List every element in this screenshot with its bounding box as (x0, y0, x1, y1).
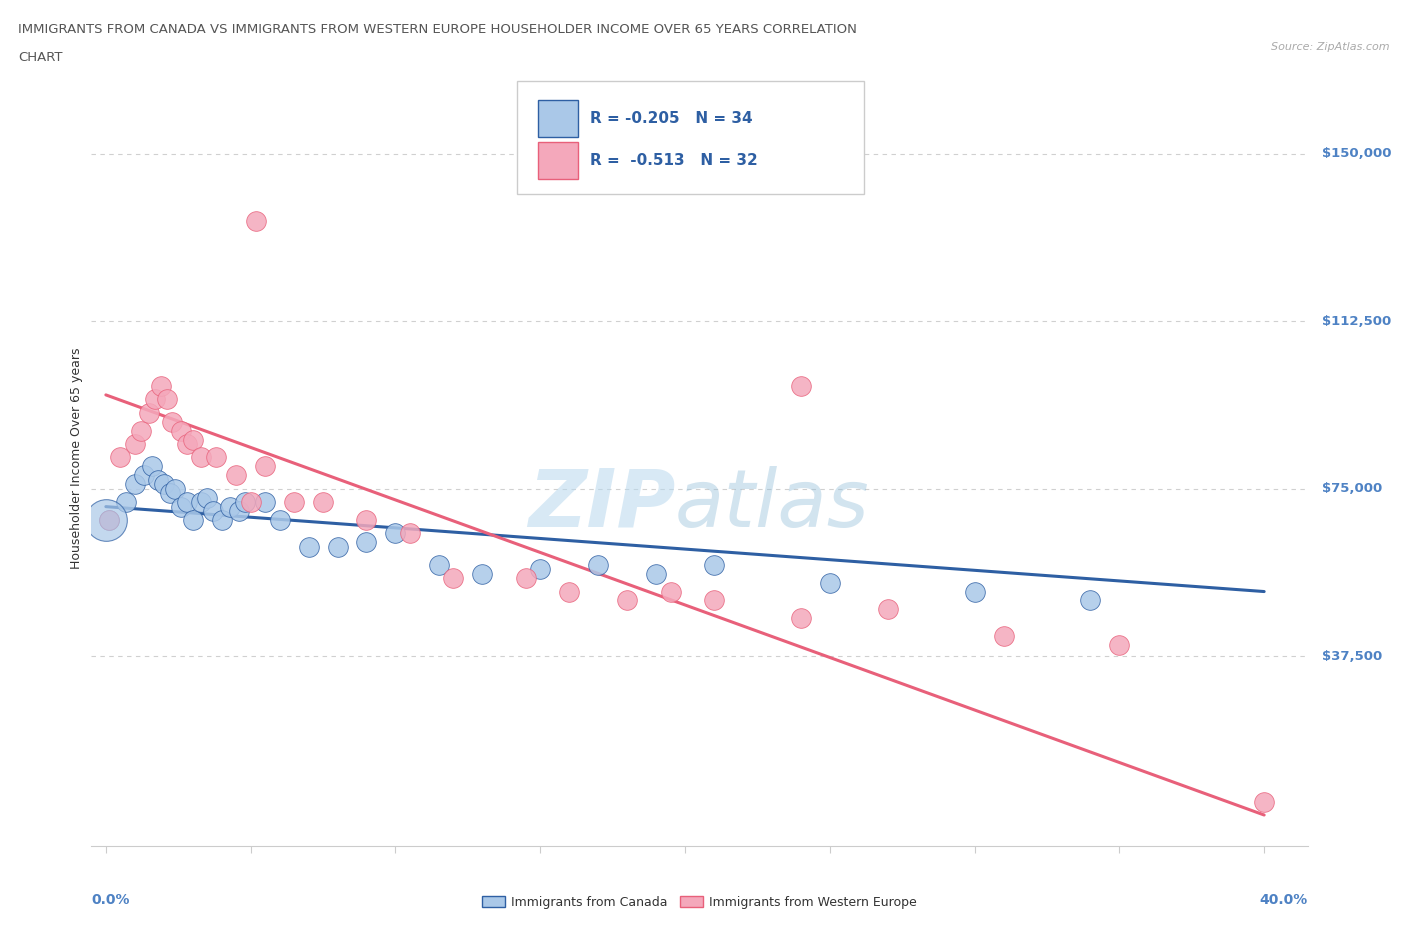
Point (228, 504, 250, 519)
Point (283, 495, 305, 510)
Point (159, 485, 181, 500)
Point (529, 562, 551, 577)
Point (515, 571, 537, 586)
Point (427, 557, 450, 572)
Point (297, 539, 319, 554)
Point (441, 571, 464, 586)
Point (586, 557, 609, 572)
Point (269, 512, 291, 527)
Point (312, 495, 335, 510)
Point (195, 490, 218, 505)
Point (703, 593, 725, 608)
Point (124, 436, 146, 451)
Point (176, 436, 198, 451)
Text: Source: ZipAtlas.com: Source: ZipAtlas.com (1271, 42, 1389, 52)
Point (225, 468, 247, 483)
Text: 0.0%: 0.0% (91, 893, 129, 907)
Point (254, 495, 277, 510)
Text: $37,500: $37,500 (1322, 650, 1382, 663)
Point (110, 450, 132, 465)
Point (659, 584, 682, 599)
Point (170, 423, 193, 438)
Y-axis label: Householder Income Over 65 years: Householder Income Over 65 years (70, 347, 83, 569)
Point (356, 512, 378, 527)
Point (94, 512, 117, 527)
Point (201, 504, 224, 519)
Point (190, 450, 212, 465)
Point (790, 379, 813, 393)
Point (254, 459, 277, 474)
Point (156, 392, 179, 406)
Point (97, 512, 120, 527)
Point (138, 405, 160, 420)
Point (616, 593, 638, 608)
Point (356, 535, 378, 550)
Point (211, 512, 233, 527)
Point (165, 482, 187, 497)
Point (146, 472, 169, 487)
Point (132, 468, 155, 483)
Text: IMMIGRANTS FROM CANADA VS IMMIGRANTS FROM WESTERN EUROPE HOUSEHOLDER INCOME OVER: IMMIGRANTS FROM CANADA VS IMMIGRANTS FRO… (18, 23, 858, 36)
Point (558, 584, 581, 599)
Point (818, 575, 841, 590)
Legend: Immigrants from Canada, Immigrants from Western Europe: Immigrants from Canada, Immigrants from … (478, 891, 921, 914)
Point (245, 213, 267, 228)
Point (181, 432, 204, 447)
Point (129, 423, 152, 438)
Text: ZIP: ZIP (527, 466, 675, 544)
Point (1080, 593, 1102, 608)
Text: $75,000: $75,000 (1322, 483, 1382, 496)
Text: $150,000: $150,000 (1322, 147, 1392, 160)
Text: CHART: CHART (18, 51, 63, 64)
Point (152, 477, 174, 492)
Point (149, 379, 172, 393)
Point (1253, 794, 1275, 809)
Point (141, 459, 163, 474)
Point (97, 512, 120, 527)
FancyBboxPatch shape (537, 142, 578, 179)
Point (162, 414, 184, 429)
Point (326, 539, 349, 554)
Point (399, 526, 422, 541)
Point (876, 602, 898, 617)
Point (176, 495, 198, 510)
Point (205, 450, 228, 465)
Text: R = -0.205   N = 34: R = -0.205 N = 34 (591, 112, 752, 126)
FancyBboxPatch shape (517, 82, 863, 194)
Text: 40.0%: 40.0% (1260, 893, 1308, 907)
Point (181, 512, 204, 527)
Text: atlas: atlas (675, 466, 870, 544)
Point (471, 566, 494, 581)
Point (963, 584, 986, 599)
Point (993, 629, 1015, 644)
Point (239, 495, 262, 510)
Point (124, 477, 146, 492)
Point (190, 495, 212, 510)
Point (703, 557, 725, 572)
Point (115, 495, 138, 510)
Point (384, 526, 406, 541)
Point (219, 499, 242, 514)
FancyBboxPatch shape (537, 100, 578, 138)
Point (645, 566, 668, 581)
Text: R =  -0.513   N = 32: R = -0.513 N = 32 (591, 153, 758, 168)
Point (233, 495, 256, 510)
Text: $112,500: $112,500 (1322, 314, 1392, 327)
Point (790, 611, 813, 626)
Point (1108, 638, 1130, 653)
Point (143, 392, 166, 406)
Point (170, 499, 193, 514)
